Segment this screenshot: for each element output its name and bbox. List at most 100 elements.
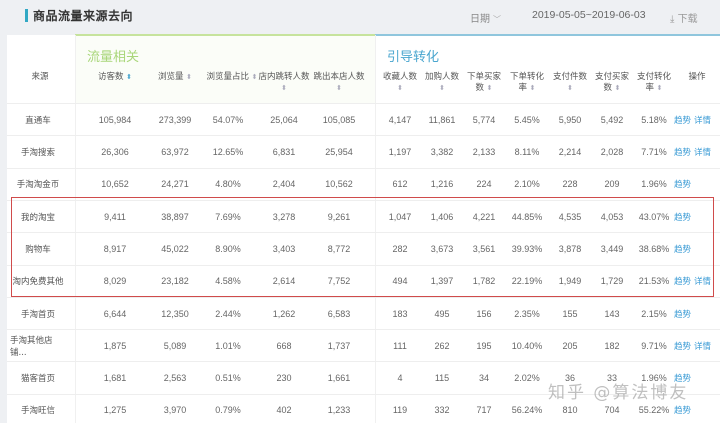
header-source-col <box>7 35 75 103</box>
trend-link[interactable]: 趋势 <box>674 180 692 191</box>
cell-pv-share: 12.65% <box>212 147 244 158</box>
cell-pay-items: 228 <box>562 179 578 190</box>
cell-pay-items: 1,949 <box>558 276 582 287</box>
cell-pv-share: 7.69% <box>215 211 241 222</box>
table-row: 手淘首页 6,644 12,350 2.44% 1,262 6,583 183 495 156 2… <box>7 296 720 330</box>
table-row: 手淘其他店铺... 1,875 5,089 1.01% 668 1,737 111 262 19… <box>7 329 720 362</box>
cell-source: 猫客首页 <box>20 374 55 385</box>
col-header-pay-rate[interactable]: 支付转化率 ⬍ <box>636 72 671 93</box>
cell-pay-rate: 2.15% <box>641 308 667 319</box>
cell-pay-buyers: 209 <box>604 179 620 190</box>
cell-order-buyers: 156 <box>476 308 492 319</box>
col-header-pay-items[interactable]: 支付件数 ⬍ <box>552 72 587 92</box>
table-row: 手淘旺信 1,275 3,970 0.79% 402 1,233 119 332 717 56.2… <box>7 393 720 423</box>
col-header-pay-buyers[interactable]: 支付买家数 ⬍ <box>594 72 629 93</box>
cell-order-rate: 56.24% <box>511 405 543 416</box>
cell-order-rate: 2.35% <box>514 308 540 319</box>
trend-link[interactable]: 趋势 <box>674 244 692 255</box>
cell-pv-share: 54.07% <box>212 114 244 125</box>
cell-in-store-jump: 6,831 <box>272 147 296 158</box>
row-actions: 趋势 <box>674 298 691 330</box>
cell-visitors: 1,875 <box>103 340 127 351</box>
cell-pay-rate: 43.07% <box>638 211 670 222</box>
date-range[interactable]: 2019-05-05~2019-06-03 <box>532 9 646 21</box>
detail-link[interactable]: 详情 <box>694 341 712 352</box>
col-header-exit-store[interactable]: 跳出本店人数 ⬍ <box>313 72 365 92</box>
cell-add-cart: 11,861 <box>428 114 456 125</box>
cell-in-store-jump: 25,064 <box>270 114 298 125</box>
group-header-guide: 引导转化 <box>375 34 720 103</box>
col-header-in-store-jump[interactable]: 店内跳转人数 ⬍ <box>258 72 310 92</box>
download-icon: ⤓ <box>670 14 675 25</box>
col-header-order-rate[interactable]: 下单转化率 ⬍ <box>509 72 544 93</box>
trend-link[interactable]: 趋势 <box>674 115 692 126</box>
cell-in-store-jump: 2,404 <box>272 179 296 190</box>
cell-pageviews: 23,182 <box>161 276 189 287</box>
cell-source: 手淘首页 <box>20 309 55 320</box>
col-header-order-buyers[interactable]: 下单买家数 ⬍ <box>466 72 501 93</box>
download-label: 下载 <box>677 14 698 25</box>
cell-source: 手淘搜索 <box>20 148 55 159</box>
cell-pay-buyers: 33 <box>606 373 617 384</box>
sort-icon: ⬍ <box>397 84 403 92</box>
column-divider <box>75 35 76 423</box>
cell-order-rate: 5.45% <box>514 114 540 125</box>
row-actions: 趋势 <box>674 169 691 201</box>
cell-pv-share: 4.80% <box>215 179 241 190</box>
cell-visitors: 9,411 <box>104 211 126 222</box>
cell-pay-items: 205 <box>562 340 578 351</box>
cell-pay-buyers: 182 <box>604 340 620 351</box>
cell-exit-store: 8,772 <box>327 243 351 254</box>
cell-pay-buyers: 3,449 <box>600 243 624 254</box>
cell-visitors: 8,029 <box>103 276 127 287</box>
detail-link[interactable]: 详情 <box>694 148 712 159</box>
trend-link[interactable]: 趋势 <box>674 374 692 385</box>
highlight-box <box>11 197 714 297</box>
cell-in-store-jump: 2,614 <box>272 276 296 287</box>
cell-favorites: 1,197 <box>388 147 412 158</box>
trend-link[interactable]: 趋势 <box>674 309 692 320</box>
sort-icon: ⬍ <box>251 73 258 81</box>
trend-link[interactable]: 趋势 <box>674 406 692 417</box>
cell-order-rate: 2.02% <box>514 373 540 384</box>
cell-pay-rate: 7.71% <box>641 147 667 158</box>
cell-pageviews: 45,022 <box>161 243 189 254</box>
cell-add-cart: 262 <box>434 340 450 351</box>
col-header-visitors[interactable]: 访客数 ⬍ <box>97 72 133 82</box>
cell-order-buyers: 195 <box>476 340 492 351</box>
cell-pay-buyers: 4,053 <box>600 211 624 222</box>
col-header-favorites[interactable]: 收藏人数 ⬍ <box>382 72 417 92</box>
trend-link[interactable]: 趋势 <box>674 148 692 159</box>
col-header-pageviews[interactable]: 浏览量 ⬍ <box>157 72 193 82</box>
detail-link[interactable]: 详情 <box>694 115 712 126</box>
col-header-add-cart[interactable]: 加购人数 ⬍ <box>424 72 459 92</box>
trend-link[interactable]: 趋势 <box>674 277 692 288</box>
cell-exit-store: 25,954 <box>325 147 353 158</box>
download-button[interactable]: ⤓ 下载 <box>670 10 698 25</box>
table-row: 直通车 105,984 273,399 54.07% 25,064 105,085 4,14… <box>7 103 720 136</box>
detail-link[interactable]: 详情 <box>694 277 712 288</box>
date-dropdown[interactable]: 日期 ﹀ <box>470 10 501 25</box>
cell-pay-items: 155 <box>562 308 578 319</box>
sort-icon: ⬍ <box>567 84 573 92</box>
trend-link[interactable]: 趋势 <box>674 212 692 223</box>
row-actions: 趋势 <box>674 233 691 265</box>
cell-source: 手淘淘金币 <box>16 180 60 191</box>
cell-pageviews: 63,972 <box>161 147 189 158</box>
sort-icon: ⬍ <box>336 84 342 92</box>
cell-pay-rate: 9.71% <box>641 340 667 351</box>
cell-visitors: 105,984 <box>98 114 132 125</box>
cell-source: 我的淘宝 <box>20 212 55 223</box>
trend-link[interactable]: 趋势 <box>674 341 692 352</box>
cell-favorites: 183 <box>392 308 408 319</box>
cell-add-cart: 1,216 <box>430 179 454 190</box>
cell-pageviews: 3,970 <box>163 405 187 416</box>
cell-source: 淘内免费其他 <box>12 277 64 288</box>
cell-favorites: 4,147 <box>388 114 412 125</box>
cell-favorites: 119 <box>392 405 408 416</box>
row-actions: 趋势 详情 <box>674 266 711 298</box>
title-wrap: 商品流量来源去向 <box>25 7 133 24</box>
cell-exit-store: 9,261 <box>327 211 351 222</box>
cell-pay-buyers: 5,492 <box>600 114 624 125</box>
col-header-pv-share[interactable]: 浏览量占比 ⬍ <box>206 72 258 82</box>
